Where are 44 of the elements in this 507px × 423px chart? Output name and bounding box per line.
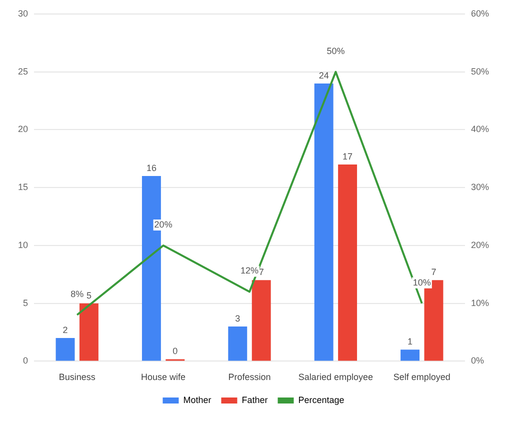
y2-tick-label: 40% <box>470 124 489 134</box>
x-tick-label: House wife <box>141 372 186 382</box>
bar <box>252 280 271 361</box>
y-tick-label: 20 <box>18 124 28 134</box>
y2-tick-label: 60% <box>470 8 489 18</box>
data-label: 5 <box>86 290 92 300</box>
y2-tick-label: 50% <box>470 66 489 76</box>
bar <box>79 303 98 361</box>
y-tick-label: 5 <box>22 298 28 308</box>
data-label: 7 <box>258 267 264 278</box>
data-label: 7 <box>431 267 436 278</box>
y2-tick-label: 20% <box>470 240 489 250</box>
data-label: 50% <box>326 46 345 56</box>
data-label: 0 <box>172 346 178 356</box>
data-label: 3 <box>235 313 240 324</box>
y-tick-label: 30 <box>18 8 28 18</box>
data-label: 16 <box>146 163 156 174</box>
data-label: 17 <box>342 151 353 162</box>
data-label: 8% <box>70 288 84 299</box>
y-tick-label: 25 <box>18 66 28 76</box>
x-tick-label: Business <box>58 372 96 382</box>
y2-tick-label: 0% <box>470 356 484 366</box>
y-tick-label: 0 <box>22 356 28 366</box>
bar <box>314 83 334 361</box>
x-tick-label: Salaried employee <box>298 372 373 382</box>
data-label: 1 <box>408 336 413 347</box>
legend-label: Percentage <box>298 394 344 405</box>
y2-tick-label: 30% <box>470 182 489 192</box>
bar <box>338 164 358 361</box>
data-label: 24 <box>318 70 329 80</box>
y2-tick-label: 10% <box>470 298 489 308</box>
bar <box>228 326 248 361</box>
bar <box>400 350 420 361</box>
x-tick-label: Self employed <box>393 372 450 382</box>
legend-label: Mother <box>183 394 212 405</box>
y-tick-label: 15 <box>18 182 28 192</box>
data-label: 10% <box>412 277 431 288</box>
legend-label: Father <box>242 394 268 405</box>
y-tick-label: 10 <box>18 240 28 250</box>
data-label: 12% <box>240 266 259 276</box>
bar <box>56 338 75 361</box>
data-label: 2 <box>62 325 68 336</box>
x-tick-label: Profession <box>228 372 271 382</box>
data-label: 20% <box>154 219 172 230</box>
